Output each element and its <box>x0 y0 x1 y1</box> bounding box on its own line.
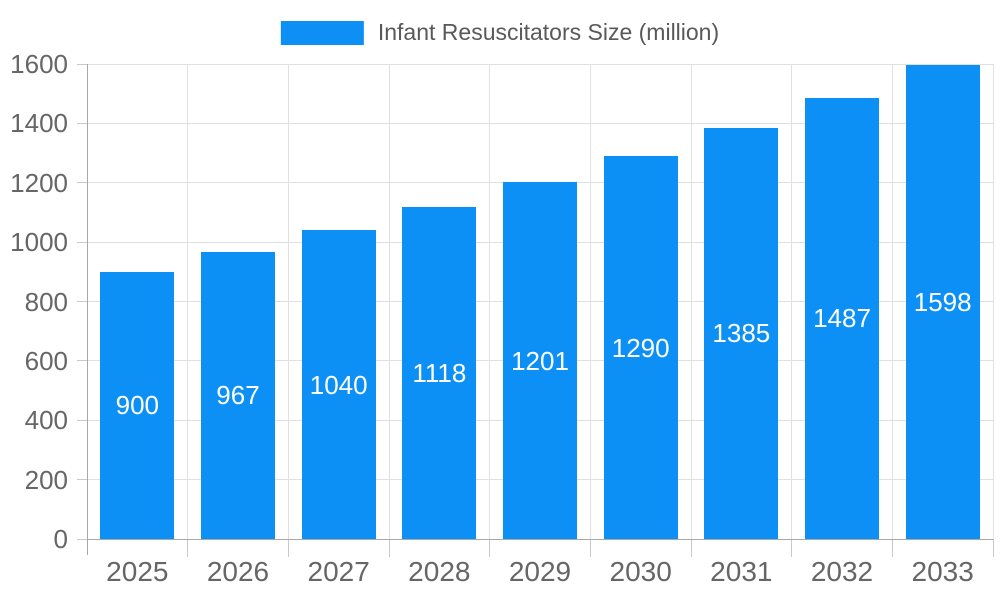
y-axis-tick-label: 1400 <box>10 108 68 139</box>
bar[interactable] <box>402 207 477 539</box>
bar[interactable] <box>301 230 376 539</box>
bar[interactable] <box>603 156 678 539</box>
legend-swatch[interactable] <box>280 20 364 45</box>
legend[interactable]: Infant Resuscitators Size (million) <box>280 19 720 46</box>
x-gridline <box>489 64 491 539</box>
x-tick-mark <box>287 539 289 557</box>
bar[interactable] <box>704 127 779 539</box>
bar[interactable] <box>201 251 275 539</box>
y-tick-mark <box>77 63 87 65</box>
bar[interactable] <box>503 182 577 539</box>
x-tick-mark <box>589 539 591 557</box>
x-axis-tick-label: 2031 <box>710 556 773 587</box>
x-gridline <box>589 64 591 539</box>
y-tick-mark <box>77 419 87 421</box>
y-axis-tick-label: 1200 <box>10 167 68 198</box>
y-axis-tick-label: 800 <box>24 286 68 317</box>
x-axis-tick-label: 2026 <box>206 556 270 587</box>
x-gridline <box>891 64 893 539</box>
x-gridline <box>992 64 994 539</box>
y-gridline <box>87 63 993 65</box>
y-axis-tick-label: 200 <box>24 464 68 495</box>
x-axis-tick-label: 2025 <box>106 556 169 587</box>
y-tick-mark <box>77 479 87 481</box>
y-axis-tick-label: 400 <box>24 405 68 436</box>
x-tick-mark <box>187 539 189 557</box>
x-gridline <box>791 64 793 539</box>
x-axis-tick-label: 2028 <box>408 556 471 587</box>
x-axis-tick-label: 2030 <box>609 556 672 587</box>
x-tick-mark <box>489 539 491 557</box>
x-gridline <box>287 64 289 539</box>
y-tick-mark <box>77 301 87 302</box>
x-axis-tick-label: 2032 <box>810 556 874 587</box>
x-axis-tick-label: 2033 <box>911 556 974 587</box>
bar[interactable] <box>805 97 879 539</box>
x-gridline <box>187 64 189 539</box>
x-gridline <box>690 64 692 539</box>
y-axis-tick-label: 600 <box>24 345 68 376</box>
y-axis-line <box>86 64 88 555</box>
x-tick-mark <box>992 539 994 557</box>
y-tick-mark <box>77 538 87 540</box>
x-axis-tick-label: 2027 <box>307 556 370 587</box>
bar[interactable] <box>905 64 980 539</box>
y-tick-mark <box>77 241 87 243</box>
x-tick-mark <box>791 539 793 557</box>
y-tick-mark <box>77 122 87 124</box>
x-axis-tick-label: 2029 <box>508 556 572 587</box>
y-axis-tick-label: 1600 <box>10 49 68 79</box>
y-axis-tick-label: 1000 <box>10 227 68 258</box>
x-gridline <box>388 64 390 539</box>
x-tick-mark <box>690 539 692 557</box>
x-tick-mark <box>891 539 893 557</box>
y-tick-mark <box>77 360 87 362</box>
y-tick-mark <box>77 182 87 184</box>
y-axis-tick-label: 0 <box>53 524 68 554</box>
x-tick-mark <box>388 539 390 557</box>
bar[interactable] <box>100 271 175 539</box>
legend-label[interactable]: Infant Resuscitators Size (million) <box>377 19 720 45</box>
